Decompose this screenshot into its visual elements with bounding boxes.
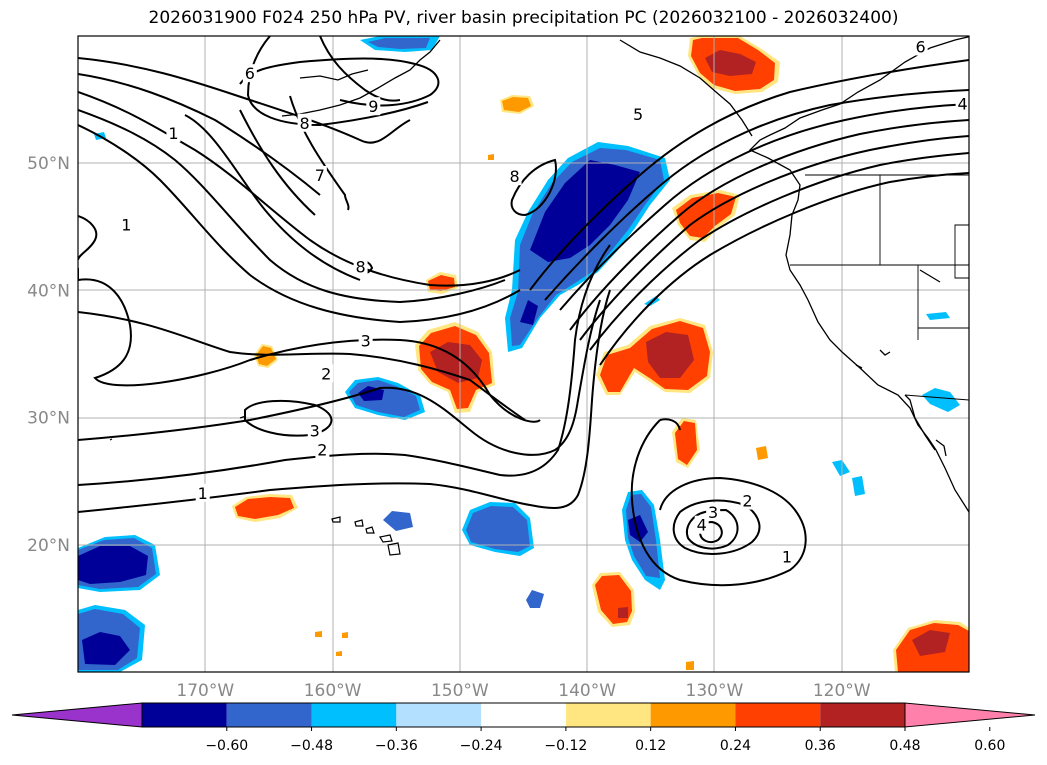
contour-label-bg xyxy=(119,215,134,234)
colorbar-tick-label: −0.24 xyxy=(460,738,503,754)
contour-label: 1 xyxy=(782,548,792,567)
colorbar-segment xyxy=(820,703,905,727)
contour-label-bg xyxy=(706,503,721,521)
contour-label: 1 xyxy=(168,124,178,143)
colorbar-frame xyxy=(141,702,906,728)
contour-label: 7 xyxy=(315,166,325,185)
contour-label: 3 xyxy=(708,503,718,522)
contour-label-bg xyxy=(631,104,646,123)
contour-label: 2 xyxy=(742,492,752,511)
contour-label-bg xyxy=(242,64,257,83)
colorbar: −0.60 −0.48 −0.36 −0.24 −0.12 0.12 0.24 0.36 0.4… xyxy=(11,702,1036,754)
lat-tick-label: 20°N xyxy=(27,536,70,556)
colorbar-tick-label: −0.48 xyxy=(290,738,333,754)
map-frame xyxy=(77,35,970,673)
colorbar-tick-label: 0.12 xyxy=(635,738,666,754)
contour-label-bg xyxy=(507,167,522,186)
lon-tick-label: 160°W xyxy=(304,681,362,701)
contour-label-bg xyxy=(297,113,312,132)
contour-label: 6 xyxy=(916,37,926,56)
lon-tick-label: 120°W xyxy=(813,681,871,701)
lon-tick-label: 130°W xyxy=(686,681,744,701)
contour-label: 8 xyxy=(355,258,365,277)
contour-label: 2 xyxy=(321,364,331,383)
contour-label-bg xyxy=(166,123,181,142)
map-area xyxy=(78,36,969,672)
colorbar-tick-label: 0.60 xyxy=(974,738,1005,754)
precip-shading xyxy=(78,36,969,672)
contour-label: 1 xyxy=(198,484,208,503)
colorbar-segment xyxy=(481,703,566,727)
colorbar-tick-label: 0.24 xyxy=(720,738,751,754)
colorbar-segment xyxy=(226,703,312,727)
contour-label: 3 xyxy=(310,422,320,441)
contour-label-bg xyxy=(955,94,970,113)
contour-label: 4 xyxy=(958,95,968,114)
lat-tick-label: 30°N xyxy=(27,409,70,429)
colorbar-tick-label: −0.60 xyxy=(205,738,248,754)
colorbar-segment xyxy=(142,703,227,727)
colorbar-tick-label: 0.36 xyxy=(805,738,836,754)
contour-label-bg xyxy=(694,515,709,534)
pv-contours xyxy=(78,36,969,587)
colorbar-tick-label: −0.36 xyxy=(375,738,418,754)
colorbar-segment xyxy=(565,703,651,727)
contour-label-bg xyxy=(307,421,322,440)
colorbar-segment xyxy=(650,703,736,727)
colorbar-extend-high xyxy=(904,702,1036,728)
contour-label: 6 xyxy=(245,64,255,83)
contour-label-bg xyxy=(312,165,327,184)
contour-label: 8 xyxy=(299,114,309,133)
islands xyxy=(109,415,401,556)
longitude-tick-labels: 170°W 160°W 150°W 140°W 130°W 120°W xyxy=(176,681,870,701)
lat-tick-label: 40°N xyxy=(27,281,70,301)
contour-label-bg xyxy=(366,97,381,116)
lat-tick-label: 50°N xyxy=(27,154,70,174)
lon-tick-label: 150°W xyxy=(431,681,489,701)
lon-tick-label: 170°W xyxy=(176,681,234,701)
contour-label: 4 xyxy=(697,516,707,535)
contour-label: 8 xyxy=(509,167,519,186)
colorbar-segment xyxy=(735,703,821,727)
colorbar-tick-label: −0.12 xyxy=(544,738,587,754)
contour-label: 3 xyxy=(361,331,371,350)
contour-label-bg xyxy=(195,483,210,502)
contour-label: 9 xyxy=(368,97,378,116)
colorbar-segment xyxy=(311,703,397,727)
contour-label: 2 xyxy=(317,441,327,460)
colorbar-segment xyxy=(396,703,482,727)
contour-label-bg xyxy=(319,364,334,383)
contour-label-bg xyxy=(315,440,330,459)
contour-label-bg xyxy=(740,491,755,510)
page-title: 2026031900 F024 250 hPa PV, river basin … xyxy=(148,8,899,28)
lon-tick-label: 140°W xyxy=(558,681,616,701)
contour-label: 1 xyxy=(121,216,131,235)
latitude-tick-labels: 50°N 40°N 30°N 20°N xyxy=(27,154,70,556)
contour-label: 5 xyxy=(633,105,643,124)
colorbar-extend-low xyxy=(11,702,143,728)
contour-label-bg xyxy=(358,331,373,350)
contour-label-bg xyxy=(353,257,368,276)
contour-label-bg xyxy=(779,547,794,566)
contour-label-bg xyxy=(913,37,928,56)
colorbar-tick-label: 0.48 xyxy=(889,738,920,754)
